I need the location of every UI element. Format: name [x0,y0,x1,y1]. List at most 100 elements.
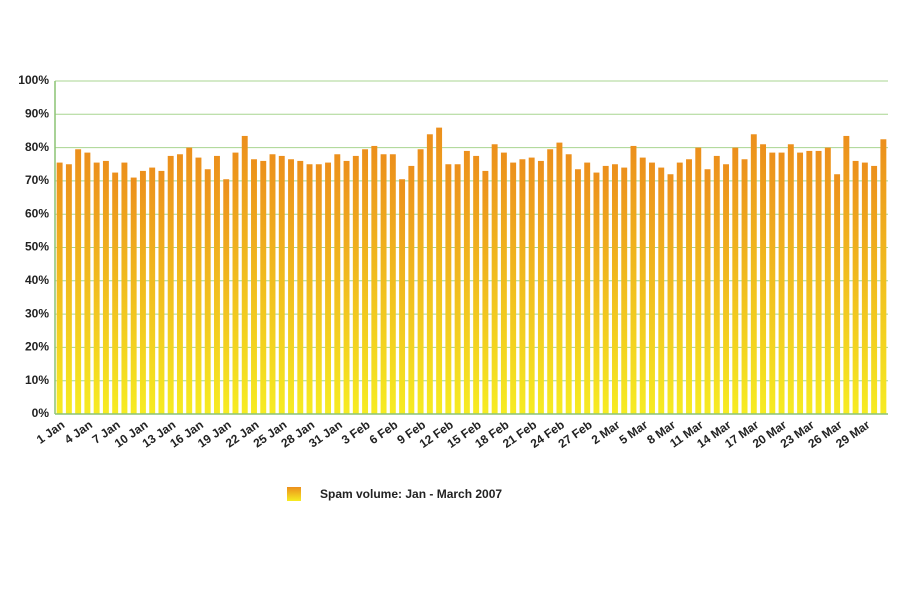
bar [806,150,813,414]
bar [658,167,665,414]
y-tick-label: 10% [25,373,49,387]
bar [871,165,878,414]
bar [325,162,332,414]
x-tick-label: 2 Mar [589,417,623,447]
y-tick-label: 40% [25,273,49,287]
bar [593,172,600,414]
y-tick-label: 100% [18,73,49,87]
bar [436,127,443,415]
bar [158,170,165,414]
bar [584,162,591,414]
bar [399,179,406,414]
bar [84,152,91,414]
bar [880,139,887,414]
y-tick-label: 70% [25,173,49,187]
bar [408,165,415,414]
bar [426,134,433,414]
bar [241,135,248,414]
bar [824,147,831,414]
bar [704,169,711,414]
bar [186,147,193,414]
bar [204,169,211,414]
bar [519,159,526,414]
bar [769,152,776,414]
x-tick-label: 4 Jan [62,418,95,447]
bar [797,152,804,414]
bar [676,162,683,414]
y-tick-label: 0% [32,406,50,420]
bar [260,160,267,414]
bar [630,145,637,414]
bar [65,164,72,414]
bar [852,160,859,414]
bar [574,169,581,414]
x-tick-label: 3 Feb [339,418,373,447]
bar [167,155,174,415]
bar [251,159,257,414]
bar [778,152,785,414]
bar [732,147,739,414]
bar [667,174,674,414]
bar [500,152,507,414]
bar [352,155,359,415]
bar [195,157,202,414]
x-tick-label: 1 Jan [34,418,67,447]
bar [713,155,720,415]
bar [649,162,655,414]
y-tick-label: 50% [25,240,49,254]
bar [556,142,563,415]
bar [343,160,350,414]
bar [121,162,128,414]
bar [473,155,480,415]
bar [380,154,387,414]
bar [315,164,322,414]
bar [760,144,767,414]
bar [639,157,646,414]
bar [463,150,470,414]
bar [454,164,461,414]
bar [787,144,794,414]
bar [334,154,341,414]
legend-label: Spam volume: Jan - March 2007 [320,487,502,501]
bar [695,147,702,414]
bar [112,172,119,414]
bar [75,149,82,414]
y-tick-label: 80% [25,140,49,154]
bar [417,149,424,414]
bar [547,149,554,414]
bar [528,157,535,414]
bar [149,167,156,414]
y-tick-label: 60% [25,206,49,220]
bar [214,155,220,415]
bar [565,154,572,414]
bar [686,159,692,414]
bar [297,160,304,414]
bar [741,159,748,414]
bar [723,164,729,414]
legend-swatch [287,487,301,501]
bar [56,162,63,414]
bar [611,164,618,414]
bar [537,160,544,414]
bar [815,150,822,414]
bar [288,159,294,414]
bar [139,170,146,414]
bar [834,174,841,414]
bar [491,144,498,414]
y-tick-label: 20% [25,340,49,354]
bar [843,135,850,414]
bar [621,167,628,414]
bar [269,154,276,414]
bar [482,170,489,414]
bar [445,164,452,414]
bar [389,154,396,414]
bar [223,179,230,414]
bar [861,162,868,414]
bar [130,177,137,414]
bar [102,160,109,414]
bar [362,149,369,414]
bar [176,154,183,414]
bar [306,164,313,414]
bar [232,152,239,414]
